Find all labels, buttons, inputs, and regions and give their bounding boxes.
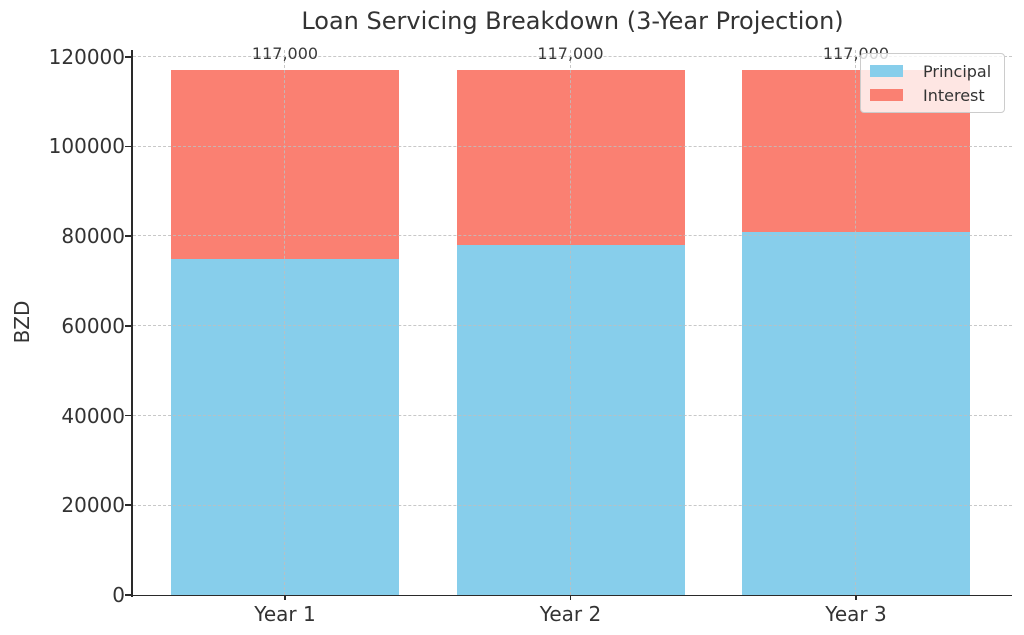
legend-label-principal: Principal — [923, 61, 992, 81]
y-tick-label: 20000 — [61, 493, 125, 518]
y-tick-mark — [125, 594, 132, 596]
chart-title: Loan Servicing Breakdown (3-Year Project… — [301, 7, 844, 35]
vertical-gridline — [284, 50, 286, 595]
horizontal-gridline — [133, 325, 1012, 327]
y-tick-mark — [125, 235, 132, 237]
y-tick-mark — [125, 145, 132, 148]
x-tick-mark — [569, 595, 572, 600]
legend: Principal Interest — [860, 53, 1005, 113]
y-tick-label: 120000 — [48, 44, 125, 69]
y-tick-label: 60000 — [61, 313, 125, 338]
x-tick-label: Year 2 — [539, 602, 602, 626]
horizontal-gridline — [133, 145, 1012, 147]
vertical-gridline — [855, 50, 857, 595]
y-tick-label: 0 — [112, 583, 125, 607]
legend-item-interest: Interest — [870, 85, 994, 105]
legend-label-interest: Interest — [923, 85, 985, 105]
horizontal-gridline — [133, 414, 1012, 416]
y-tick-mark — [125, 504, 132, 507]
y-axis-spine — [131, 50, 133, 597]
x-tick-mark — [284, 595, 286, 600]
y-tick-label: 100000 — [48, 134, 125, 159]
interest-swatch-icon — [870, 89, 903, 101]
y-tick-mark — [125, 325, 132, 327]
x-tick-label: Year 1 — [254, 602, 316, 626]
vertical-gridline — [569, 50, 571, 595]
horizontal-gridline — [133, 504, 1012, 506]
x-tick-mark — [855, 595, 857, 600]
x-axis-spine — [131, 594, 1012, 597]
bar-total-annotation: 117,000 — [537, 44, 604, 64]
y-tick-label: 40000 — [61, 403, 125, 428]
bar-total-annotation: 117,000 — [251, 44, 319, 64]
legend-item-principal: Principal — [870, 61, 994, 81]
y-tick-mark — [125, 55, 132, 58]
horizontal-gridline — [133, 55, 1012, 57]
y-tick-label: 80000 — [61, 224, 125, 249]
principal-swatch-icon — [870, 65, 903, 77]
y-tick-mark — [125, 414, 132, 417]
horizontal-gridline — [133, 235, 1012, 237]
x-tick-label: Year 3 — [825, 602, 887, 626]
